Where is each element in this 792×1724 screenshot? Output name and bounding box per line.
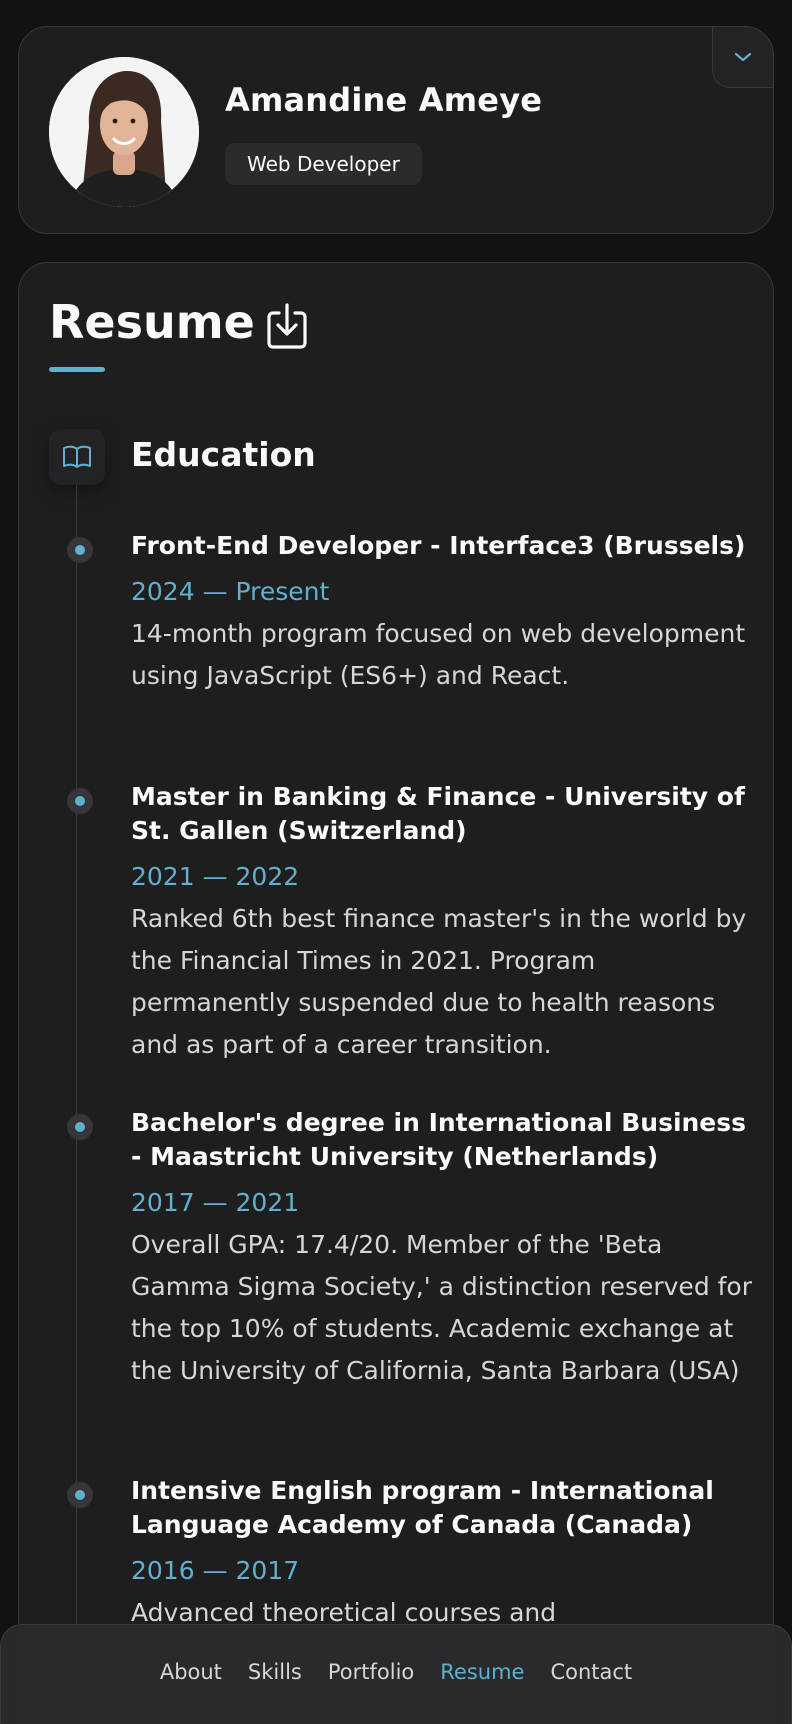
resume-heading: Resume: [49, 295, 255, 349]
timeline-item-title: Front-End Developer - Interface3 (Brusse…: [131, 531, 746, 560]
timeline-item-title: Intensive English program - Internationa…: [131, 1476, 714, 1539]
education-icon-box: [49, 429, 105, 485]
avatar: [49, 57, 199, 207]
timeline-dot: [67, 1114, 93, 1140]
timeline-item-date: 2017 — 2021: [131, 1188, 300, 1217]
timeline-dot: [67, 1482, 93, 1508]
timeline-item-text: 14-month program focused on web developm…: [131, 619, 746, 690]
book-open-icon: [63, 445, 91, 468]
resume-heading-underline: [49, 367, 105, 372]
chevron-down-icon: [734, 52, 752, 62]
nav-link-about[interactable]: About: [159, 1659, 222, 1684]
show-contacts-button[interactable]: [712, 26, 774, 88]
job-title-badge: Web Developer: [225, 143, 422, 185]
profile-card: Amandine Ameye Web Developer: [18, 26, 774, 234]
download-icon[interactable]: [265, 301, 309, 351]
nav-link-skills[interactable]: Skills: [247, 1659, 302, 1684]
timeline-item-text: Overall GPA: 17.4/20. Member of the 'Bet…: [131, 1230, 753, 1385]
timeline-item: Front-End Developer - Interface3 (Brusse…: [67, 529, 761, 697]
timeline-item-date: 2016 — 2017: [131, 1556, 300, 1585]
timeline-item: Bachelor's degree in International Busin…: [67, 1106, 761, 1392]
resume-card: Resume Education Front-End Developer - I…: [18, 262, 774, 1724]
timeline-item-text: Ranked 6th best finance master's in the …: [131, 904, 747, 1059]
timeline-item: Intensive English program - Internationa…: [67, 1474, 761, 1634]
profile-name: Amandine Ameye: [225, 81, 543, 119]
timeline-dot: [67, 788, 93, 814]
timeline-item-title: Master in Banking & Finance - University…: [131, 782, 745, 845]
nav-link-contact[interactable]: Contact: [550, 1659, 633, 1684]
timeline-item-text: Advanced theoretical courses and: [131, 1598, 557, 1627]
bottom-navbar: About Skills Portfolio Resume Contact: [0, 1624, 792, 1724]
timeline-line: [76, 485, 77, 1724]
timeline-item: Master in Banking & Finance - University…: [67, 780, 761, 1066]
timeline-item-title: Bachelor's degree in International Busin…: [131, 1108, 747, 1171]
timeline-item-date: 2024 — Present: [131, 577, 330, 606]
timeline-item-date: 2021 — 2022: [131, 862, 300, 891]
nav-link-portfolio[interactable]: Portfolio: [327, 1659, 415, 1684]
avatar-image: [49, 57, 199, 207]
timeline-dot: [67, 537, 93, 563]
nav-link-resume[interactable]: Resume: [440, 1659, 525, 1684]
education-heading: Education: [131, 435, 316, 474]
